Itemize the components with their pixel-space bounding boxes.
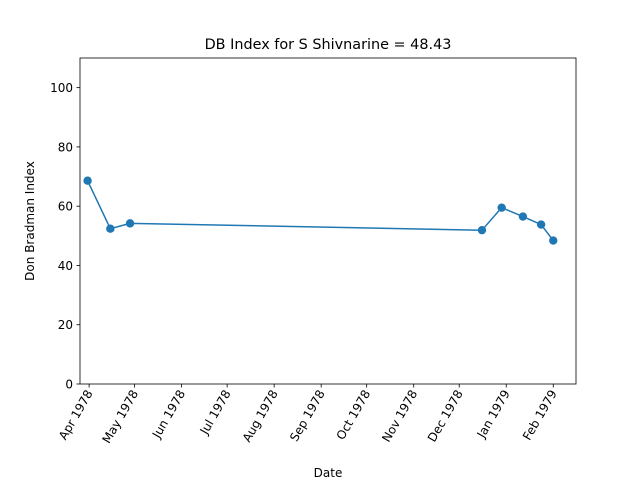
y-tick-label: 80 [58,140,73,154]
x-tick-label: Jul 1978 [197,388,234,438]
data-point [83,176,92,185]
y-axis: 0 20 40 60 80 100 [50,81,80,392]
x-tick-label: Sep 1978 [287,388,328,444]
data-point [549,236,558,245]
data-point [106,224,115,233]
x-tick-label: Oct 1978 [334,388,374,443]
data-point [497,203,506,212]
series-layer [83,176,558,245]
y-tick-label: 100 [50,81,73,95]
data-point [518,212,528,221]
x-tick-label: Nov 1978 [379,388,420,445]
plot-frame [79,57,577,385]
x-tick-label: Aug 1978 [240,388,281,445]
x-tick-label: Jan 1979 [474,388,513,442]
y-tick-label: 40 [58,259,73,273]
data-point [477,225,487,235]
y-tick-label: 0 [65,378,73,392]
x-tick-label: Feb 1979 [520,388,560,443]
x-tick-label: Jun 1978 [149,388,188,442]
y-tick-label: 20 [58,318,73,332]
x-axis: Apr 1978 May 1978 Jun 1978 Jul 1978 Aug 1978… [56,384,560,446]
x-tick-label: Dec 1978 [425,388,466,445]
data-point [536,220,546,229]
y-tick-label: 60 [58,200,73,214]
x-tick-label: May 1978 [99,388,141,446]
data-point [125,219,135,228]
x-tick-label: Apr 1978 [56,388,96,443]
y-axis-label: Don Bradman Index [23,161,37,281]
x-axis-label: Date [314,466,343,480]
chart-title: DB Index for S Shivnarine = 48.43 [205,37,452,53]
